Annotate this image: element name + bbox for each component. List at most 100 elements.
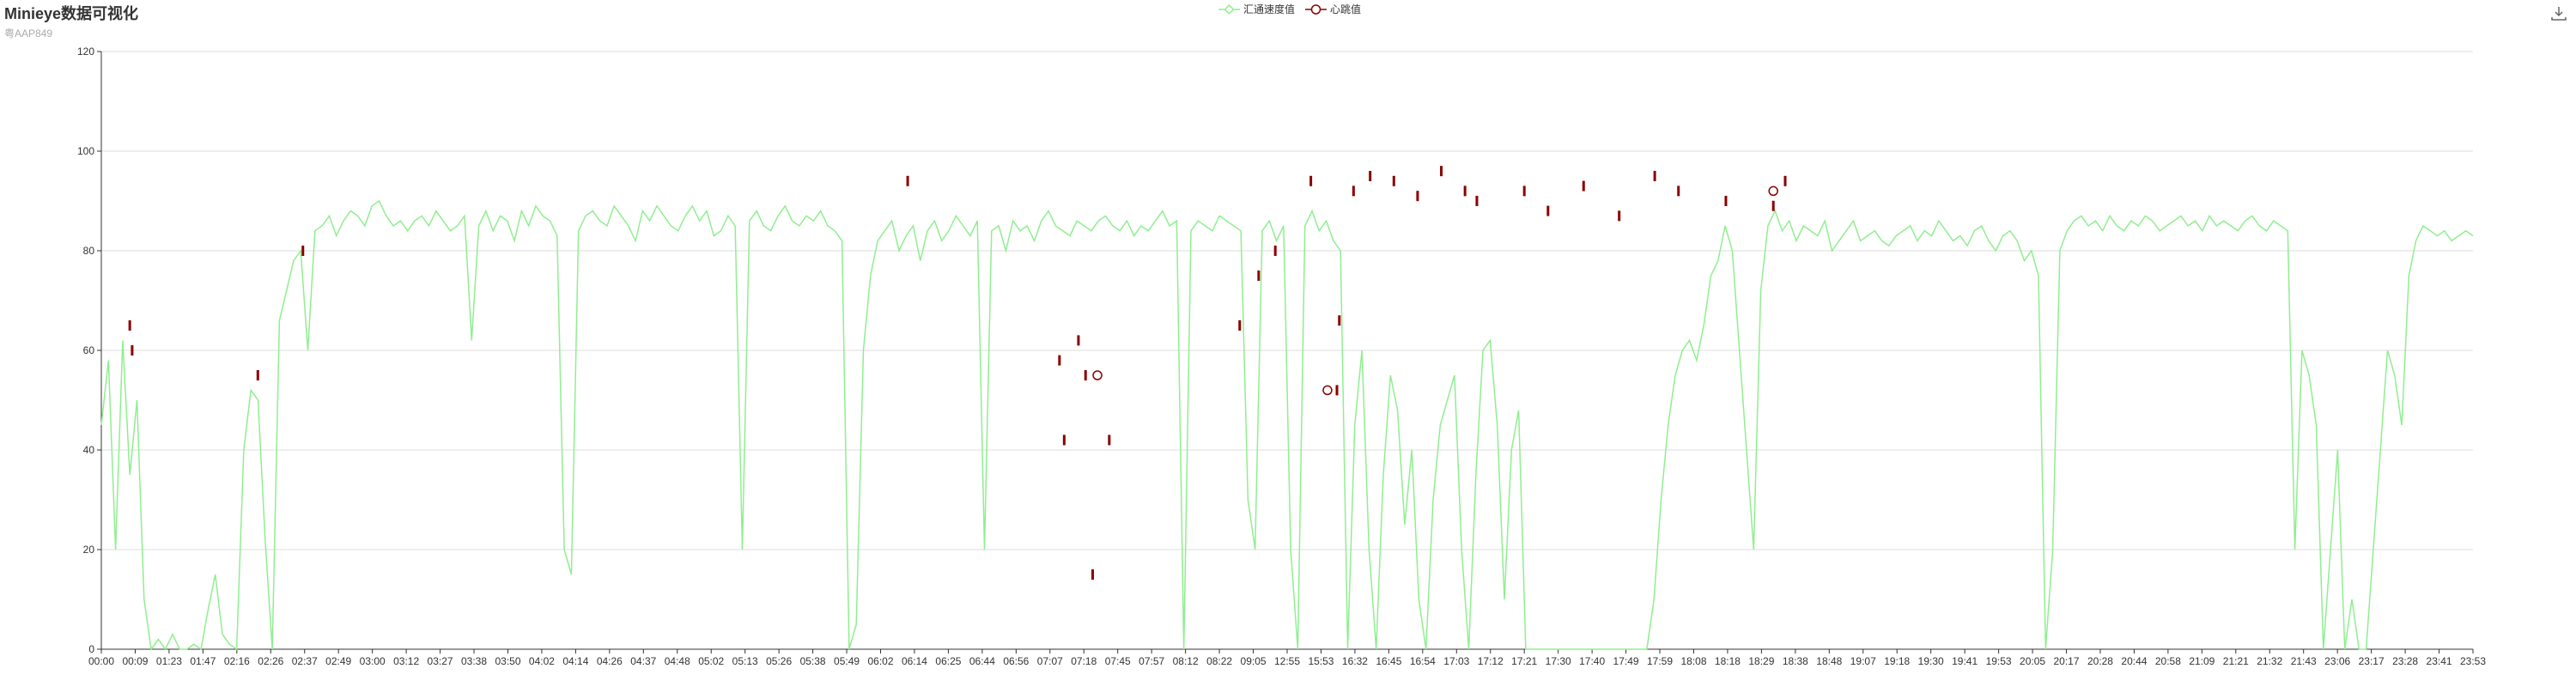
download-icon[interactable] — [2550, 4, 2567, 21]
chart-title: Minieye数据可视化 — [4, 5, 139, 22]
x-tick-label: 02:16 — [224, 655, 250, 667]
heartbeat-point[interactable] — [301, 246, 305, 256]
x-tick-label: 06:14 — [902, 655, 927, 667]
x-tick-label: 03:38 — [461, 655, 487, 667]
x-tick-label: 15:53 — [1308, 655, 1334, 667]
x-tick-label: 21:21 — [2223, 655, 2249, 667]
x-tick-label: 00:09 — [122, 655, 148, 667]
x-tick-label: 05:02 — [698, 655, 724, 667]
x-tick-label: 06:02 — [867, 655, 893, 667]
x-tick-label: 23:17 — [2359, 655, 2385, 667]
x-tick-label: 23:53 — [2460, 655, 2486, 667]
legend-item-speed[interactable]: 汇通速度值 — [1218, 2, 1295, 16]
x-tick-label: 17:03 — [1443, 655, 1469, 667]
heartbeat-point[interactable] — [128, 320, 131, 331]
x-tick-label: 03:50 — [495, 655, 520, 667]
heartbeat-point[interactable] — [1238, 320, 1242, 331]
heartbeat-point[interactable] — [1522, 185, 1526, 197]
y-tick-label: 0 — [88, 643, 94, 655]
heartbeat-point[interactable] — [1677, 185, 1680, 197]
heartbeat-point[interactable] — [1335, 385, 1339, 396]
x-tick-label: 21:32 — [2257, 655, 2282, 667]
x-tick-label: 03:12 — [393, 655, 419, 667]
diamond-icon — [1218, 3, 1240, 15]
y-tick-label: 40 — [83, 444, 95, 456]
heartbeat-point[interactable] — [1091, 569, 1095, 580]
x-tick-label: 23:06 — [2324, 655, 2350, 667]
x-tick-label: 20:28 — [2087, 655, 2113, 667]
heartbeat-point[interactable] — [1582, 180, 1585, 192]
y-tick-label: 60 — [83, 344, 95, 356]
x-tick-label: 23:41 — [2427, 655, 2452, 667]
x-tick-label: 19:18 — [1884, 655, 1910, 667]
heartbeat-point[interactable] — [1475, 196, 1479, 206]
heartbeat-point[interactable] — [1352, 185, 1355, 197]
heartbeat-point[interactable] — [1108, 435, 1111, 446]
heartbeat-point[interactable] — [1546, 205, 1550, 216]
legend-item-heartbeat[interactable]: 心跳值 — [1305, 2, 1361, 16]
x-tick-label: 16:32 — [1342, 655, 1368, 667]
x-tick-label: 03:27 — [428, 655, 453, 667]
heartbeat-point[interactable] — [1338, 315, 1341, 326]
heartbeat-point[interactable] — [1724, 196, 1728, 206]
x-tick-label: 04:37 — [630, 655, 656, 667]
x-tick-label: 17:49 — [1613, 655, 1639, 667]
heartbeat-point[interactable] — [1416, 191, 1419, 202]
heartbeat-point[interactable] — [1084, 370, 1087, 380]
x-tick-label: 20:17 — [2053, 655, 2079, 667]
heartbeat-point[interactable] — [1618, 210, 1621, 222]
x-tick-label: 16:45 — [1376, 655, 1401, 667]
heartbeat-marker[interactable] — [1322, 385, 1333, 396]
x-tick-label: 05:26 — [766, 655, 792, 667]
x-tick-label: 19:53 — [1986, 655, 2012, 667]
x-tick-label: 19:07 — [1850, 655, 1876, 667]
heartbeat-point[interactable] — [1273, 246, 1277, 256]
x-tick-label: 06:56 — [1003, 655, 1029, 667]
heartbeat-point[interactable] — [1463, 185, 1467, 197]
chart-legend: 汇通速度值 心跳值 — [1218, 2, 1371, 16]
heartbeat-marker[interactable] — [1092, 370, 1103, 380]
heartbeat-point[interactable] — [906, 175, 909, 186]
x-tick-label: 17:12 — [1478, 655, 1504, 667]
x-tick-label: 19:30 — [1918, 655, 1944, 667]
heartbeat-marker[interactable] — [1768, 185, 1778, 197]
heartbeat-point[interactable] — [1257, 271, 1261, 281]
x-tick-label: 17:30 — [1546, 655, 1571, 667]
heartbeat-point[interactable] — [1771, 200, 1775, 211]
heartbeat-point[interactable] — [1369, 171, 1372, 181]
heartbeat-point[interactable] — [131, 345, 134, 356]
x-tick-label: 08:22 — [1206, 655, 1232, 667]
x-tick-label: 02:37 — [292, 655, 318, 667]
x-tick-label: 04:02 — [529, 655, 555, 667]
x-tick-label: 05:13 — [732, 655, 758, 667]
heartbeat-point[interactable] — [1653, 171, 1656, 181]
series-line-speed[interactable] — [100, 199, 2474, 651]
x-tick-label: 08:12 — [1173, 655, 1199, 667]
x-tick-label: 18:48 — [1816, 655, 1842, 667]
heartbeat-point[interactable] — [1783, 175, 1787, 186]
x-tick-label: 18:29 — [1748, 655, 1774, 667]
x-tick-label: 07:18 — [1071, 655, 1097, 667]
heartbeat-point[interactable] — [1392, 175, 1395, 186]
x-tick-label: 05:38 — [800, 655, 826, 667]
heartbeat-point[interactable] — [1062, 435, 1066, 446]
heartbeat-point[interactable] — [256, 370, 259, 380]
y-tick-label: 80 — [83, 245, 95, 257]
x-tick-label: 04:48 — [665, 655, 690, 667]
heartbeat-point[interactable] — [1440, 166, 1443, 177]
x-tick-label: 20:05 — [2020, 655, 2045, 667]
x-tick-label: 20:58 — [2155, 655, 2181, 667]
x-tick-label: 09:05 — [1241, 655, 1267, 667]
x-tick-label: 07:57 — [1139, 655, 1164, 667]
heartbeat-point[interactable] — [1058, 355, 1061, 366]
x-tick-label: 12:55 — [1274, 655, 1300, 667]
circle-icon — [1305, 3, 1327, 15]
heartbeat-point[interactable] — [1077, 335, 1080, 346]
x-tick-label: 18:08 — [1680, 655, 1706, 667]
x-tick-label: 23:28 — [2392, 655, 2418, 667]
x-tick-label: 02:26 — [258, 655, 283, 667]
legend-label-speed: 汇通速度值 — [1243, 3, 1296, 15]
heartbeat-point[interactable] — [1309, 175, 1313, 186]
x-tick-label: 18:18 — [1715, 655, 1741, 667]
